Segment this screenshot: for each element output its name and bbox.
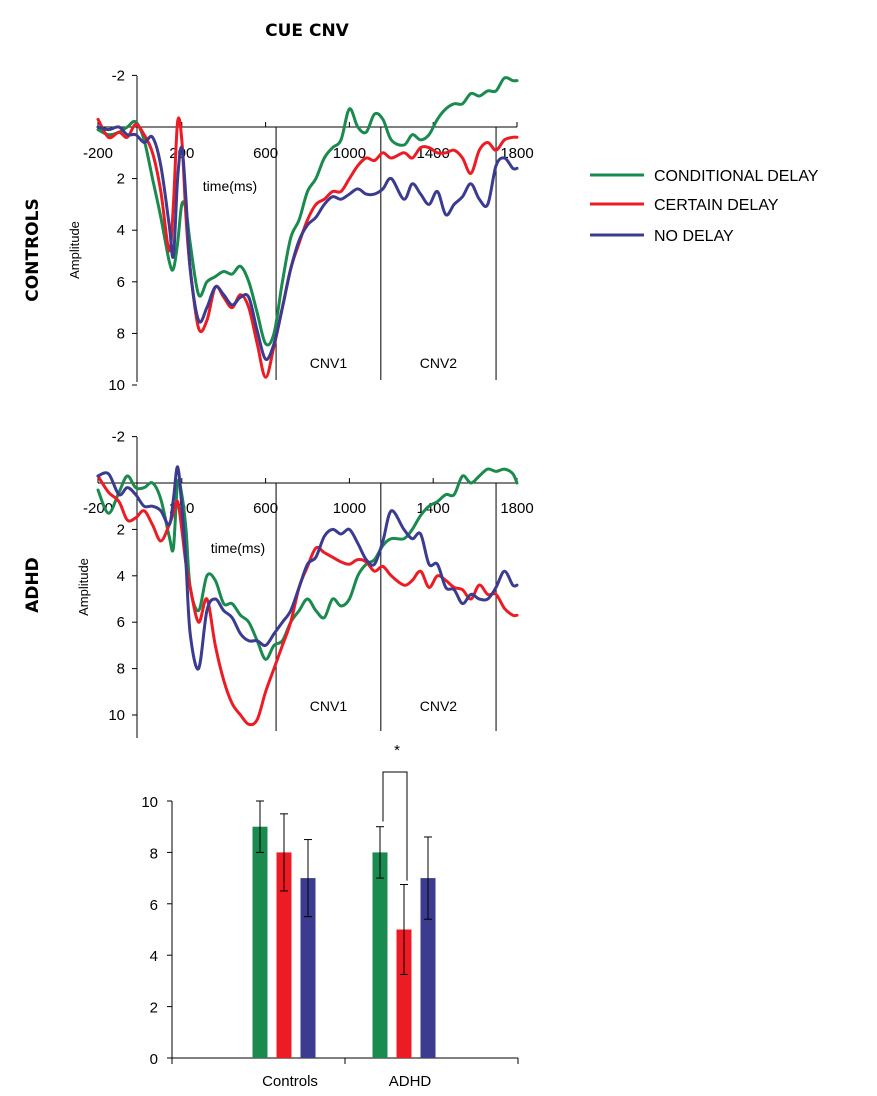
x-tick-label: 1400 [417,500,450,517]
cnv-window-label: CNV1 [310,355,348,371]
x-tick-label: 600 [253,500,278,517]
bar-y-tick-label: 2 [150,1000,158,1017]
bar-category-label: Controls [262,1073,318,1090]
y-tick-label: 2 [117,521,125,538]
x-axis-label: time(ms) [211,540,265,556]
bar-certain-delay [276,852,292,1058]
bar-y-tick-label: 4 [150,948,158,965]
x-tick-label: 1000 [333,500,366,517]
cnv-window-label: CNV2 [420,698,458,714]
series-line-conditional-delay [96,467,519,661]
y-tick-label: 8 [117,325,125,342]
x-tick-label: -200 [83,145,113,162]
figure-title: CUE CNV [265,21,350,41]
bar-conditional-delay [372,852,388,1058]
significance-bracket [382,771,408,881]
x-tick-label: 1800 [500,145,533,162]
cnv-window-label: CNV1 [310,698,348,714]
legend-label-conditional: CONDITIONAL DELAY [654,168,819,185]
x-tick-label: 1000 [333,145,366,162]
cnv-window-label: CNV2 [420,355,458,371]
bar-no-delay [420,878,436,1058]
bar-category-label: ADHD [389,1073,432,1090]
group-label: ADHD [23,557,43,613]
series-line-certain-delay [96,116,519,379]
bar-y-tick-label: 10 [141,794,158,811]
bar-certain-delay [396,929,412,1058]
group-label: CONTROLS [23,198,43,301]
y-tick-label: -2 [112,67,125,84]
y-axis-label: Amplitude [67,221,82,279]
significance-marker: * [394,742,400,759]
legend-label-none: NO DELAY [654,228,734,245]
x-tick-label: 1800 [500,500,533,517]
legend: CONDITIONAL DELAY CERTAIN DELAY NO DELAY [590,168,819,245]
y-tick-label: 4 [117,222,125,239]
x-tick-label: 1400 [417,145,450,162]
y-axis-label: Amplitude [76,558,91,616]
bar-chart-panel: 0 2 4 6 8 10 Controls ADHD * [141,742,519,1090]
y-tick-label: 4 [117,568,125,585]
series-line-no-delay [96,465,519,671]
x-tick-label: -200 [83,500,113,517]
y-tick-label: 10 [108,377,125,394]
series-line-conditional-delay [96,76,519,347]
legend-label-certain: CERTAIN DELAY [654,197,779,214]
y-tick-label: -2 [112,429,125,446]
bar-no-delay [300,878,316,1058]
x-tick-label: 600 [253,145,278,162]
series-line-no-delay [96,125,519,362]
y-tick-label: 8 [117,661,125,678]
y-tick-label: 6 [117,274,125,291]
bar-conditional-delay [252,826,268,1058]
bar-y-tick-label: 6 [150,897,158,914]
bar-y-tick-label: 8 [150,845,158,862]
y-tick-label: 10 [108,707,125,724]
bar-y-tick-label: 0 [150,1051,158,1068]
y-tick-label: 6 [117,614,125,631]
y-tick-label: 2 [117,171,125,188]
x-axis-label: time(ms) [203,178,257,194]
